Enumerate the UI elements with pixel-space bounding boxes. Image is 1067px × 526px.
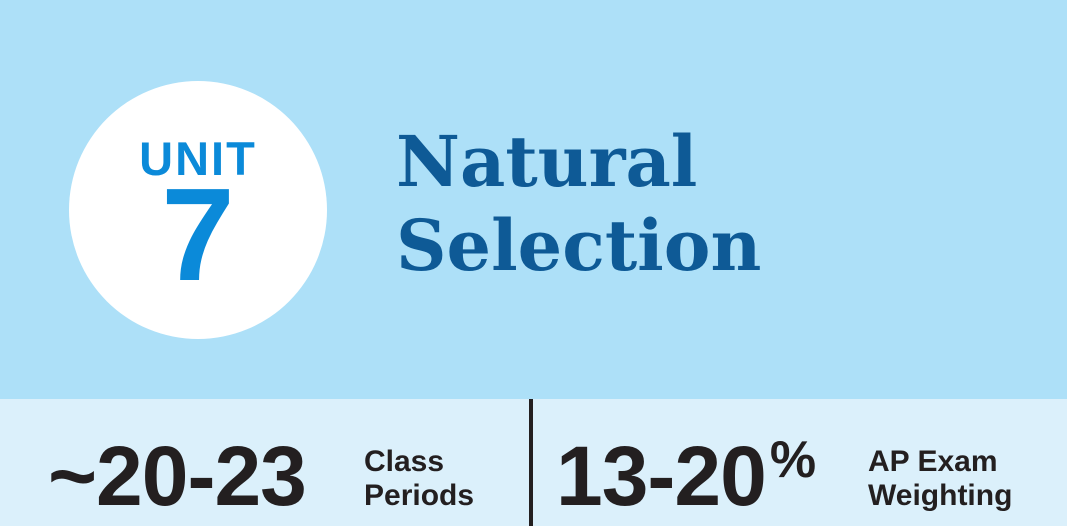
unit-label: UNIT bbox=[139, 132, 257, 185]
class-periods-caption-line2: Periods bbox=[364, 479, 475, 512]
class-periods-value: ~20-23 bbox=[48, 429, 307, 523]
exam-weighting-value: 13-20% bbox=[556, 431, 816, 518]
percent-sign: % bbox=[769, 431, 816, 489]
unit-number: 7 bbox=[161, 161, 235, 308]
exam-weighting-caption: AP Exam Weighting bbox=[868, 445, 1012, 513]
unit-badge: UNIT 7 bbox=[69, 81, 327, 339]
unit-title: Natural Selection bbox=[396, 120, 761, 288]
class-periods-caption-line1: Class bbox=[364, 445, 445, 478]
exam-weighting-number: 13-20 bbox=[556, 429, 767, 523]
unit-title-line1: Natural bbox=[396, 120, 698, 203]
stats-divider bbox=[529, 399, 533, 526]
unit-stats-bar: ~20-23 Class Periods 13-20% AP Exam Weig… bbox=[0, 399, 1067, 526]
unit-header: UNIT 7 Natural Selection bbox=[0, 0, 1067, 399]
exam-weighting-caption-line1: AP Exam bbox=[868, 445, 998, 478]
class-periods-caption: Class Periods bbox=[364, 445, 474, 513]
unit-title-line2: Selection bbox=[396, 204, 762, 287]
exam-weighting-caption-line2: Weighting bbox=[868, 479, 1013, 512]
